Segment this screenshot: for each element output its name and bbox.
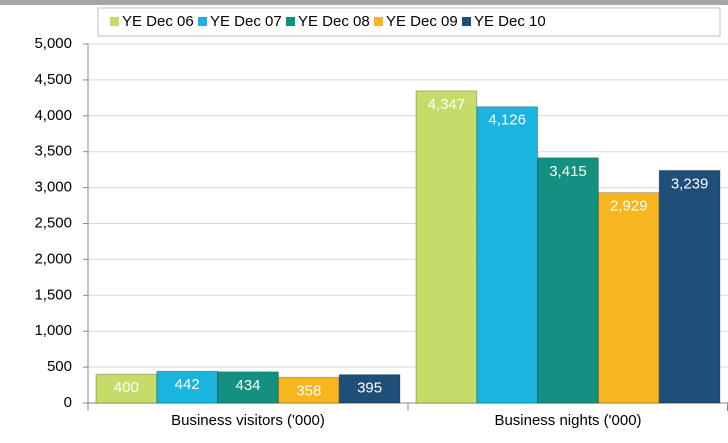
legend-label: YE Dec 09 — [386, 13, 458, 30]
legend-label: YE Dec 08 — [298, 13, 370, 30]
legend-swatch — [198, 17, 207, 26]
data-label: 3,415 — [549, 163, 587, 180]
legend-swatch — [286, 17, 295, 26]
data-label: 434 — [235, 377, 260, 394]
bar — [658, 169, 721, 404]
legend-label: YE Dec 06 — [122, 13, 194, 30]
y-tick-label: 3,000 — [34, 179, 72, 196]
legend-swatch — [110, 17, 119, 26]
x-tick-label: Business visitors ('000) — [171, 412, 325, 429]
data-label: 400 — [114, 379, 139, 396]
bar — [597, 192, 660, 404]
bar — [217, 371, 279, 404]
bar — [156, 370, 219, 404]
legend-label: YE Dec 07 — [210, 13, 282, 30]
y-tick-label: 1,500 — [34, 286, 72, 303]
bar — [277, 376, 340, 404]
legend-swatch — [374, 17, 383, 26]
data-label: 4,347 — [428, 96, 466, 113]
bar — [476, 106, 539, 404]
data-label: 2,929 — [610, 198, 648, 215]
y-tick-label: 0 — [64, 394, 72, 411]
data-label: 442 — [175, 376, 200, 393]
y-tick-label: 2,000 — [34, 250, 72, 267]
data-label: 395 — [357, 380, 382, 397]
data-label: 3,239 — [671, 175, 709, 192]
x-tick-label: Business nights ('000) — [494, 412, 641, 429]
y-tick-label: 4,000 — [34, 107, 72, 124]
data-label: 358 — [296, 382, 321, 399]
y-tick-label: 500 — [47, 358, 72, 375]
data-label: 4,126 — [488, 112, 526, 129]
y-tick-label: 3,500 — [34, 143, 72, 160]
y-tick-label: 2,500 — [34, 214, 72, 231]
y-tick-label: 1,000 — [34, 322, 72, 339]
top-border — [0, 0, 728, 5]
bar — [415, 90, 478, 404]
legend-label: YE Dec 10 — [474, 13, 546, 30]
legend-swatch — [462, 17, 471, 26]
y-tick-label: 5,000 — [34, 35, 72, 52]
bar — [537, 157, 599, 404]
y-tick-label: 4,500 — [34, 71, 72, 88]
bar — [338, 374, 401, 404]
